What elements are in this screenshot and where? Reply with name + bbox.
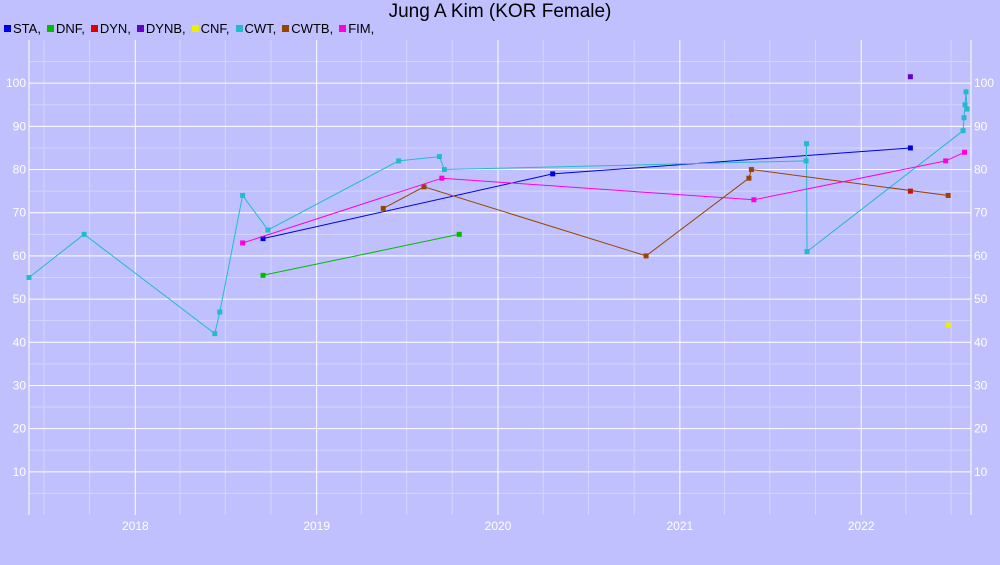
y-tick-label-left: 20 <box>13 422 27 436</box>
data-point <box>260 272 266 278</box>
legend-swatch <box>282 24 290 32</box>
x-tick-label: 2019 <box>303 519 330 533</box>
legend-item: DYN, <box>90 20 131 36</box>
data-point <box>964 106 970 112</box>
x-tick-label: 2021 <box>667 519 694 533</box>
legend-swatch <box>46 24 54 32</box>
series-line <box>262 233 460 276</box>
y-tick-label-right: 20 <box>974 422 988 436</box>
legend-swatch <box>235 24 243 32</box>
y-tick-label-right: 80 <box>974 163 988 177</box>
data-point <box>439 175 445 181</box>
y-tick-label-right: 40 <box>974 335 988 349</box>
chart-title: Jung A Kim (KOR Female) <box>388 1 612 22</box>
data-point <box>751 197 757 203</box>
data-point <box>643 253 649 259</box>
x-tick-label: 2018 <box>122 519 149 533</box>
data-point <box>963 89 969 95</box>
legend-label: DNF, <box>55 20 85 36</box>
legend-item: DNF, <box>46 20 85 36</box>
y-tick-label-left: 70 <box>13 206 27 220</box>
legend-item: CWTB, <box>282 21 333 36</box>
data-point <box>804 141 810 147</box>
data-point <box>436 154 442 160</box>
y-tick-label-left: 30 <box>13 378 27 392</box>
y-tick-label-left: 100 <box>6 76 26 90</box>
data-point <box>81 231 87 237</box>
y-tick-label-right: 70 <box>974 206 988 220</box>
data-point <box>748 167 754 173</box>
data-point <box>803 158 809 164</box>
data-point <box>212 331 218 337</box>
y-tick-label-right: 90 <box>974 119 988 133</box>
data-point <box>265 227 271 233</box>
data-point <box>961 115 967 121</box>
data-point <box>260 236 266 242</box>
data-point <box>746 175 752 181</box>
y-tick-label-left: 80 <box>13 163 27 177</box>
legend-item: CWT, <box>235 20 277 36</box>
y-tick-label-left: 10 <box>13 465 27 479</box>
y-tick-label-right: 10 <box>974 465 988 479</box>
data-point <box>945 322 951 328</box>
legend-item: STA, <box>4 21 41 36</box>
data-point <box>240 240 246 246</box>
y-tick-label-left: 50 <box>13 292 27 306</box>
data-point <box>396 158 402 164</box>
y-tick-label-left: 60 <box>13 249 27 263</box>
legend-swatch <box>90 24 98 32</box>
y-tick-label-right: 50 <box>974 292 988 306</box>
y-tick-label-right: 60 <box>974 249 988 263</box>
data-point <box>380 205 386 211</box>
legend-swatch <box>136 24 144 32</box>
data-point <box>550 171 556 177</box>
legend-label: DYNB, <box>145 20 186 36</box>
y-tick-label-right: 30 <box>974 378 988 392</box>
data-point <box>962 149 968 155</box>
y-tick-label-left: 90 <box>13 119 27 133</box>
y-tick-label-left: 40 <box>13 335 27 349</box>
data-point <box>26 275 32 280</box>
y-tick-label-right: 100 <box>974 76 994 90</box>
legend-label: DYN, <box>99 20 131 36</box>
legend-swatch <box>339 24 347 32</box>
data-point <box>907 188 913 194</box>
legend: STA, DNF, DYN, DYNB, CNF, CWT, CWTB, FIM, <box>4 20 380 36</box>
legend-label: CWT, <box>244 20 277 36</box>
series-line <box>262 147 911 240</box>
data-point <box>456 231 462 237</box>
legend-item: DYNB, <box>136 20 186 36</box>
legend-swatch <box>191 24 199 32</box>
data-point <box>421 184 427 190</box>
data-point <box>804 249 810 255</box>
series-line <box>382 168 949 257</box>
data-point <box>441 167 447 173</box>
data-point <box>960 128 966 134</box>
data-point <box>945 192 951 198</box>
legend-label: CWTB, <box>291 20 334 36</box>
data-point <box>240 192 246 198</box>
legend-item: FIM, <box>339 21 374 36</box>
legend-swatch <box>4 24 11 32</box>
legend-label: FIM, <box>348 20 375 36</box>
legend-label: CNF, <box>200 20 230 36</box>
x-tick-label: 2020 <box>485 519 512 533</box>
data-point <box>907 145 913 151</box>
data-point <box>217 309 223 315</box>
legend-label: STA, <box>13 20 41 36</box>
legend-item: CNF, <box>191 20 230 36</box>
x-tick-label: 2022 <box>848 519 875 533</box>
data-point <box>962 102 968 108</box>
data-point <box>943 158 949 164</box>
data-point <box>907 74 913 80</box>
